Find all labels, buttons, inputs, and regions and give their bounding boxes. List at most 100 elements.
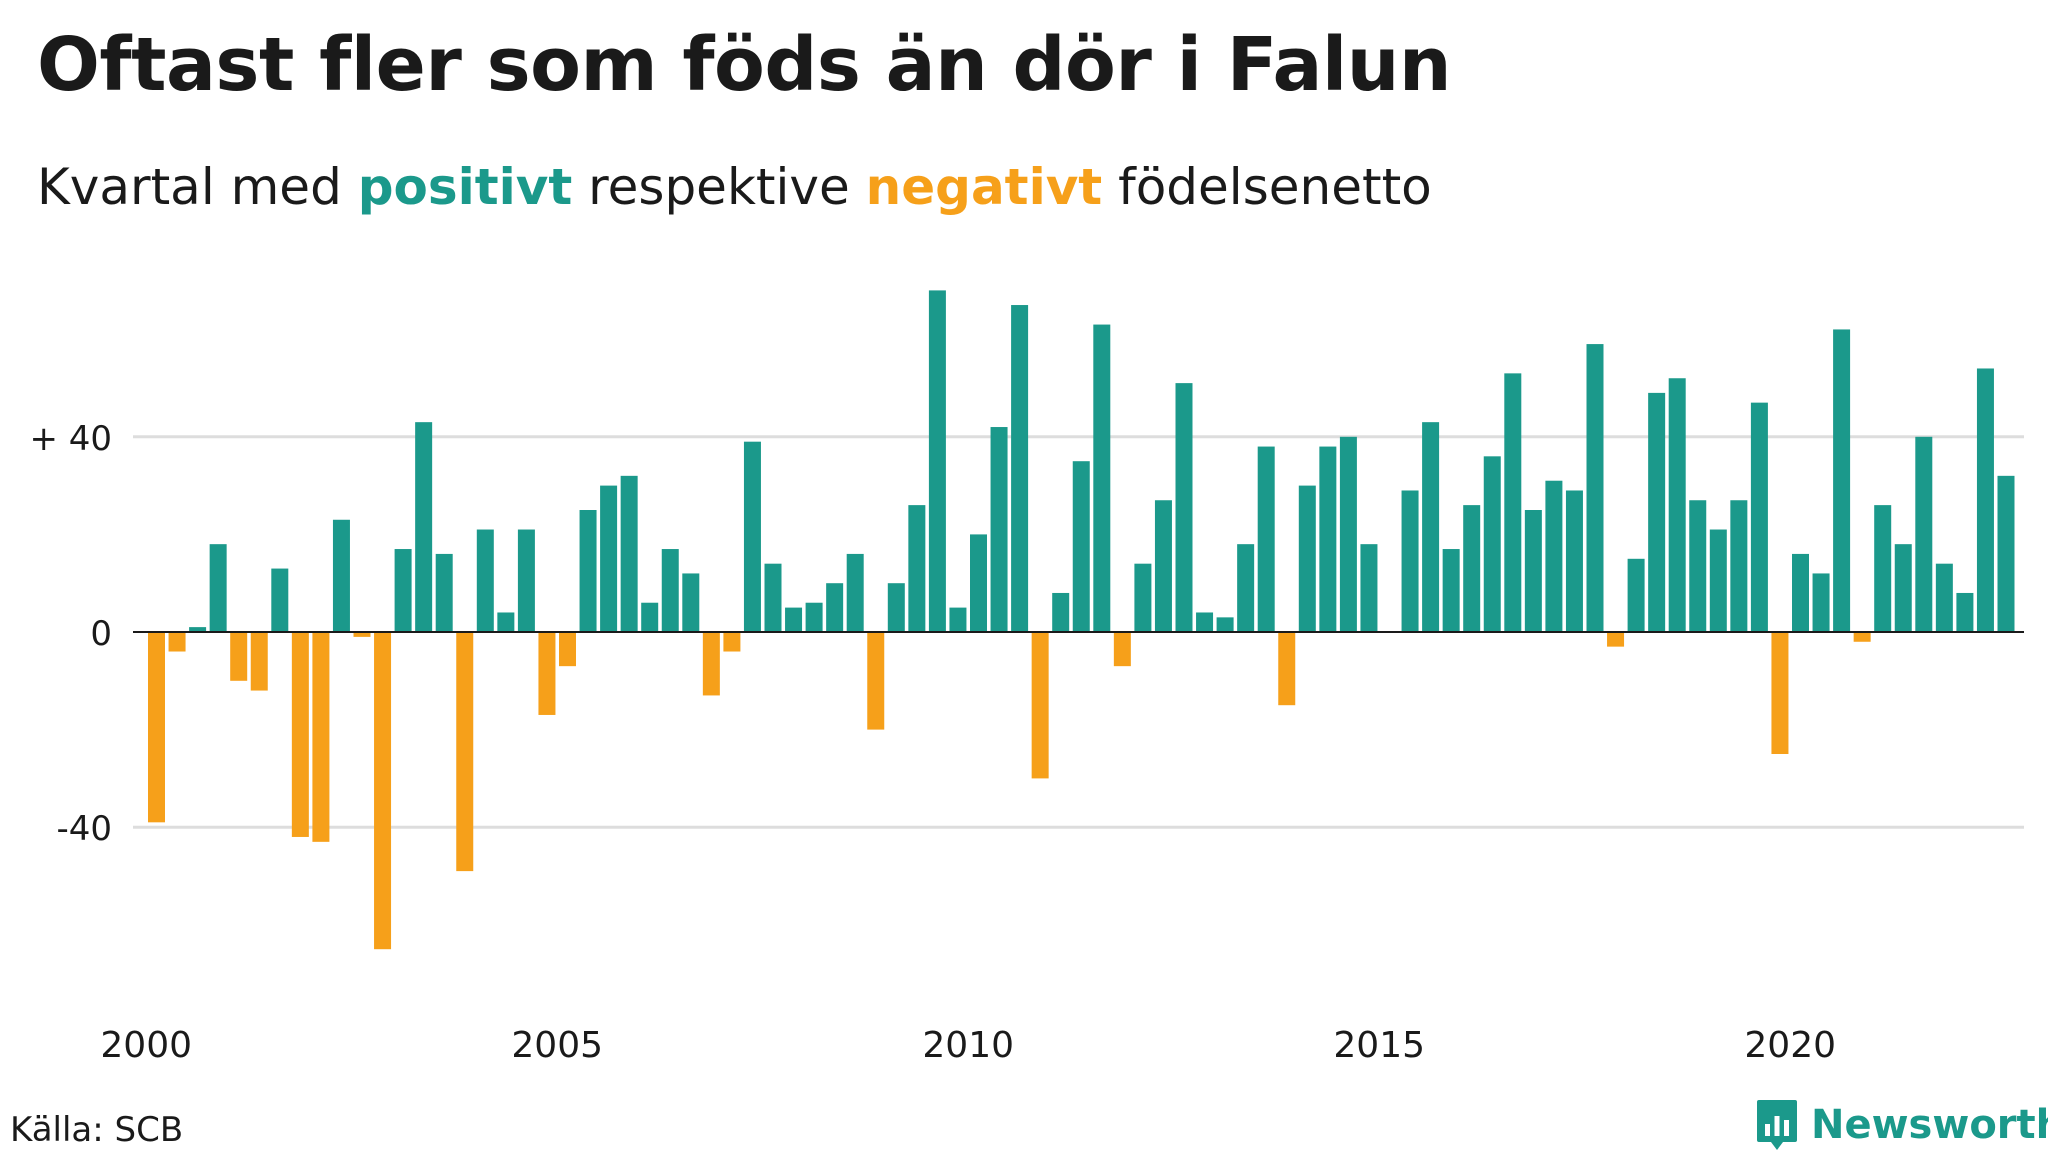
bar-positive <box>1812 573 1830 632</box>
bar-negative <box>374 632 392 950</box>
bar-positive <box>1833 329 1851 632</box>
bar-positive <box>682 573 700 632</box>
bar-chart: + 40 0 -40 2000 2005 2010 2015 2020 <box>29 290 2024 1066</box>
bar-negative <box>1771 632 1789 754</box>
bar-negative <box>291 632 309 837</box>
x-tick-label: 2010 <box>922 1025 1014 1066</box>
bar-positive <box>1545 480 1563 632</box>
x-axis-tick-labels: 2000 2005 2010 2015 2020 <box>100 1025 1836 1066</box>
bar-positive <box>1915 436 1933 632</box>
bar-positive <box>1504 373 1522 632</box>
bar-positive <box>1401 490 1419 632</box>
x-tick-label: 2005 <box>511 1025 603 1066</box>
bar-negative <box>702 632 720 696</box>
subtitle-positive-keyword: positivt <box>357 158 573 216</box>
bars-layer <box>148 290 2015 950</box>
bar-positive <box>641 602 659 632</box>
bar-positive <box>1956 592 1974 632</box>
bar-positive <box>1586 344 1604 632</box>
bar-positive <box>1154 500 1172 632</box>
bar-positive <box>1093 324 1111 632</box>
bar-negative <box>867 632 885 730</box>
bar-positive <box>1011 305 1029 632</box>
bar-positive <box>1709 529 1727 632</box>
brand-name: Newsworthy <box>1811 1102 2048 1148</box>
bar-positive <box>332 519 350 632</box>
bar-positive <box>1216 617 1234 632</box>
bar-positive <box>1792 553 1809 632</box>
bar-negative <box>312 632 330 842</box>
bar-negative <box>1607 632 1625 647</box>
bar-positive <box>887 583 905 632</box>
subtitle-negative-keyword: negativt <box>865 158 1103 216</box>
bar-positive <box>908 505 926 632</box>
subtitle-middle: respektive <box>572 158 866 216</box>
subtitle-prefix: Kvartal med <box>37 158 358 216</box>
bar-negative <box>168 632 186 652</box>
bar-positive <box>415 422 433 632</box>
bar-negative <box>353 632 371 637</box>
bar-negative <box>559 632 576 667</box>
bar-positive <box>990 427 1008 632</box>
bar-positive <box>394 549 412 632</box>
bar-positive <box>1463 505 1481 632</box>
bar-positive <box>1668 378 1686 632</box>
bar-positive <box>209 544 227 632</box>
bar-positive <box>1874 505 1892 632</box>
bar-negative <box>1031 632 1049 779</box>
bar-positive <box>1360 544 1378 632</box>
bar-positive <box>1196 612 1214 632</box>
x-tick-label: 2020 <box>1744 1025 1836 1066</box>
bar-chart-speech-bubble-icon <box>1757 1100 1797 1150</box>
bar-positive <box>189 627 207 632</box>
bar-positive <box>785 607 803 632</box>
bar-negative <box>1113 632 1131 667</box>
x-tick-label: 2000 <box>100 1025 192 1066</box>
bar-positive <box>1052 592 1070 632</box>
bar-positive <box>1935 563 1953 632</box>
bar-positive <box>1134 563 1152 632</box>
bar-positive <box>1976 368 1994 632</box>
y-tick-label: + 40 <box>29 419 112 459</box>
bar-positive <box>661 549 679 632</box>
bar-negative <box>250 632 268 691</box>
bar-positive <box>497 612 515 632</box>
bar-positive <box>1565 490 1583 632</box>
y-axis-tick-labels: + 40 0 -40 <box>29 419 112 849</box>
bar-positive <box>271 568 289 632</box>
bar-negative <box>723 632 741 652</box>
y-tick-label: 0 <box>90 614 112 654</box>
bar-positive <box>1442 549 1460 632</box>
bar-positive <box>1627 558 1645 632</box>
bar-positive <box>928 290 946 632</box>
bar-positive <box>476 529 494 632</box>
bar-negative <box>230 632 248 681</box>
bar-positive <box>1750 402 1768 632</box>
bar-positive <box>1689 500 1707 632</box>
bar-negative <box>1278 632 1296 706</box>
chart-title: Oftast fler som föds än dör i Falun <box>37 22 1452 108</box>
bar-positive <box>1730 500 1748 632</box>
bar-negative <box>1853 632 1871 642</box>
newsworthy-logo: Newsworthy <box>1755 1098 2048 1152</box>
bar-positive <box>1298 485 1316 632</box>
bar-positive <box>1422 422 1440 632</box>
bar-negative <box>456 632 474 872</box>
bar-positive <box>1319 446 1337 632</box>
bar-positive <box>1072 461 1090 632</box>
bar-positive <box>1339 436 1357 632</box>
grid-layer <box>133 435 2024 829</box>
bar-positive <box>949 607 967 632</box>
bar-positive <box>620 475 638 632</box>
bar-positive <box>435 553 453 632</box>
bar-positive <box>1648 392 1666 632</box>
bar-positive <box>1997 475 2015 632</box>
bar-positive <box>1257 446 1275 632</box>
bar-positive <box>517 529 535 632</box>
y-tick-label: -40 <box>56 809 112 849</box>
source-note: Källa: SCB <box>10 1110 184 1150</box>
bar-negative <box>148 632 165 823</box>
bar-positive <box>1894 544 1912 632</box>
bar-positive <box>970 534 987 632</box>
bar-negative <box>538 632 556 715</box>
